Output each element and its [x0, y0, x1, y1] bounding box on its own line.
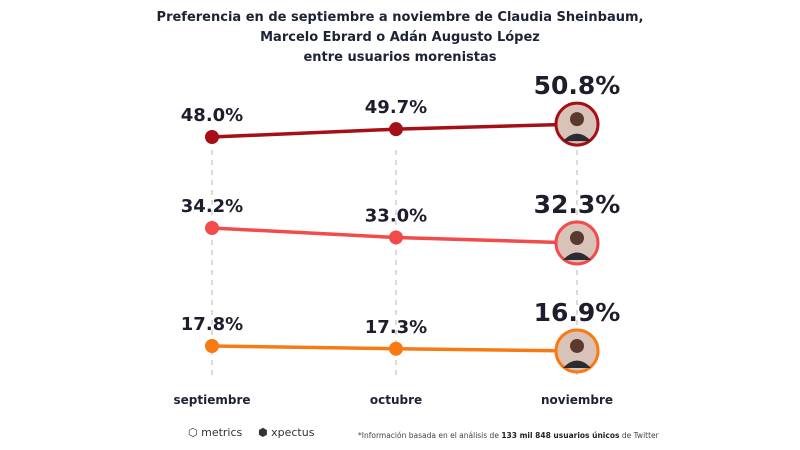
metrics-logo-text: metrics	[201, 426, 243, 439]
footnote-text: de Twitter	[619, 431, 659, 440]
xpectus-logo: ⬢ xpectus	[258, 426, 314, 439]
photo-head	[570, 112, 584, 127]
footnote-bold: 133 mil 848 usuarios únicos	[501, 431, 620, 440]
x-tick-label: octubre	[370, 393, 422, 407]
metrics-logo: ⬡ metrics	[188, 426, 242, 439]
footnote: *Información basada en el análisis de 13…	[358, 431, 659, 440]
data-label: 32.3%	[534, 190, 621, 219]
x-tick-label: septiembre	[173, 393, 250, 407]
data-label: 50.8%	[534, 71, 621, 100]
hex-icon: ⬢	[258, 426, 268, 439]
data-label: 33.0%	[365, 205, 427, 226]
data-label: 49.7%	[365, 97, 427, 118]
photo-body	[563, 252, 591, 261]
chart-title: Preferencia en de septiembre a noviembre…	[0, 8, 800, 68]
data-point	[389, 122, 403, 137]
x-tick-label: noviembre	[541, 393, 613, 407]
photo-head	[570, 338, 584, 353]
xpectus-logo-text: xpectus	[271, 426, 315, 439]
data-label: 48.0%	[181, 105, 243, 126]
data-point	[205, 339, 219, 353]
data-label: 17.8%	[181, 314, 243, 335]
data-point	[389, 230, 403, 245]
photo-body	[563, 133, 591, 142]
title-line: entre usuarios morenistas	[303, 50, 497, 65]
data-label: 16.9%	[534, 298, 621, 327]
data-point	[205, 221, 219, 235]
data-label: 34.2%	[181, 196, 243, 217]
data-label: 17.3%	[365, 317, 427, 338]
title-line: Marcelo Ebrard o Adán Augusto López	[260, 30, 540, 45]
photo-body	[563, 360, 591, 368]
footnote-text: *Información basada en el análisis de	[358, 431, 502, 440]
photo-head	[570, 231, 584, 246]
title-line: Preferencia en de septiembre a noviembre…	[156, 10, 644, 25]
data-point	[389, 341, 403, 356]
data-point	[205, 130, 219, 144]
cube-icon: ⬡	[188, 426, 198, 439]
